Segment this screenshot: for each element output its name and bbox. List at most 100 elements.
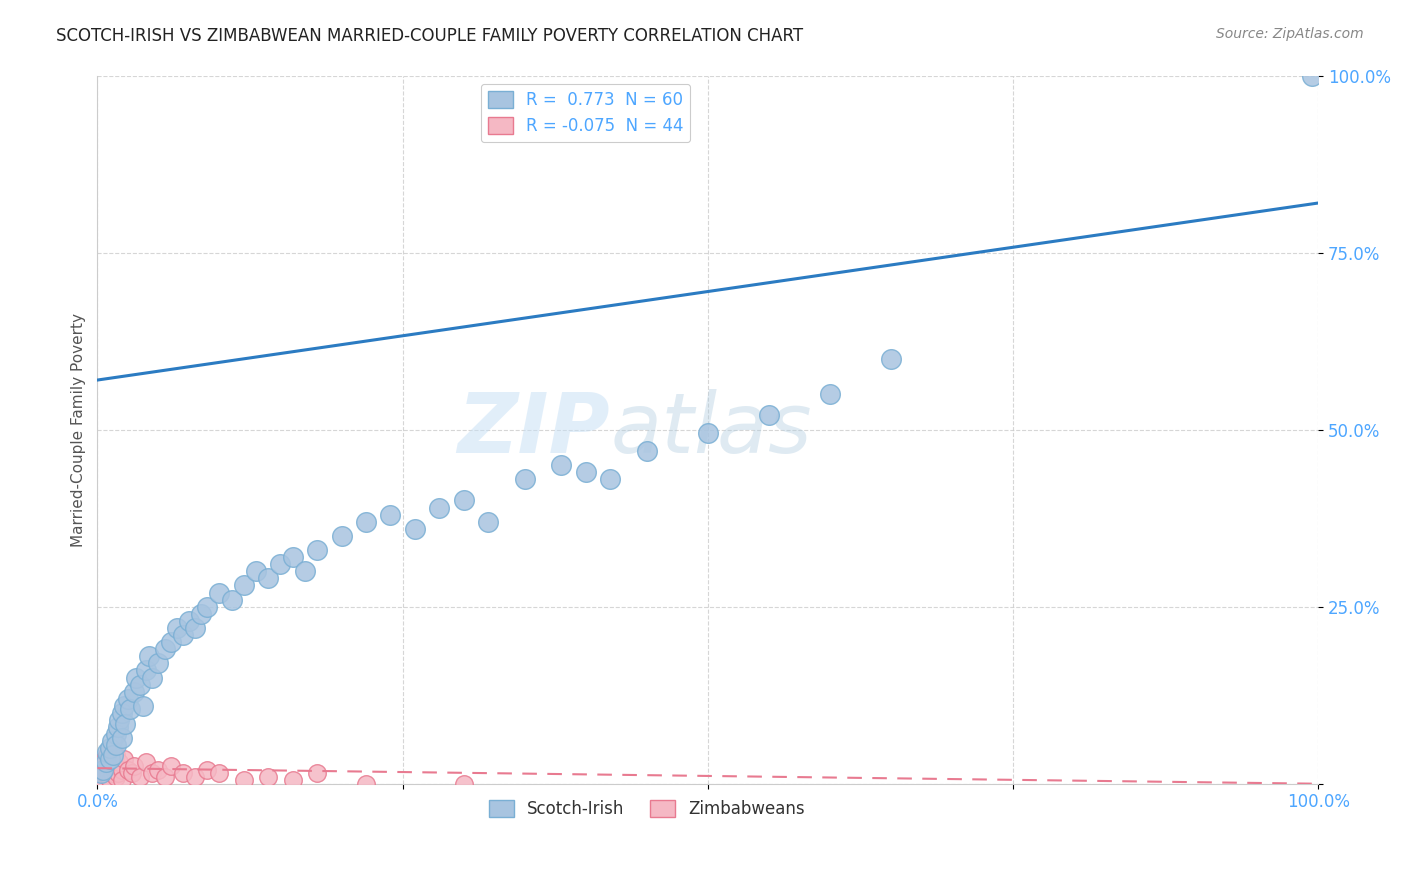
Point [599, 472, 621, 486]
Point [120, 702, 142, 716]
Point [93, 763, 115, 777]
Point [105, 759, 128, 773]
Point [184, 621, 207, 635]
Point [184, 770, 207, 784]
Point [107, 720, 129, 734]
Text: SCOTCH-IRISH VS ZIMBABWEAN MARRIED-COUPLE FAMILY POVERTY CORRELATION CHART: SCOTCH-IRISH VS ZIMBABWEAN MARRIED-COUPL… [56, 27, 803, 45]
Point [141, 766, 163, 780]
Text: Source: ZipAtlas.com: Source: ZipAtlas.com [1216, 27, 1364, 41]
Point [159, 635, 181, 649]
Point [477, 515, 499, 529]
Point [104, 727, 127, 741]
Point [354, 515, 377, 529]
Legend: Scotch-Irish, Zimbabweans: Scotch-Irish, Zimbabweans [482, 794, 811, 825]
Point [111, 706, 134, 720]
Point [112, 752, 135, 766]
Point [114, 716, 136, 731]
Point [91, 763, 114, 777]
Point [103, 748, 125, 763]
Text: ZIP: ZIP [457, 389, 610, 470]
Point [87, 759, 110, 773]
Point [307, 766, 329, 780]
Point [453, 493, 475, 508]
Point [172, 766, 194, 780]
Point [138, 649, 160, 664]
Point [104, 770, 127, 784]
Point [135, 664, 157, 678]
Point [98, 773, 121, 788]
Point [880, 351, 903, 366]
Point [89, 770, 111, 784]
Point [354, 777, 377, 791]
Y-axis label: Married-Couple Family Poverty: Married-Couple Family Poverty [72, 312, 86, 547]
Point [93, 777, 115, 791]
Point [575, 465, 598, 479]
Point [159, 759, 181, 773]
Point [232, 773, 254, 788]
Point [108, 756, 131, 770]
Point [121, 766, 143, 780]
Point [111, 763, 134, 777]
Text: atlas: atlas [610, 389, 811, 470]
Point [103, 763, 125, 777]
Point [148, 657, 170, 671]
Point [177, 614, 200, 628]
Point [103, 752, 125, 766]
Point [94, 766, 117, 780]
Point [294, 564, 316, 578]
Point [404, 522, 426, 536]
Point [513, 472, 536, 486]
Point [104, 738, 127, 752]
Point [98, 752, 121, 766]
Point [141, 671, 163, 685]
Point [148, 763, 170, 777]
Point [108, 713, 131, 727]
Point [125, 671, 148, 685]
Point [104, 748, 127, 763]
Point [221, 592, 243, 607]
Point [135, 756, 157, 770]
Point [1301, 69, 1323, 83]
Point [550, 458, 572, 472]
Point [117, 691, 139, 706]
Point [758, 409, 780, 423]
Point [129, 677, 152, 691]
Point [107, 766, 129, 780]
Point [111, 773, 134, 788]
Point [131, 698, 153, 713]
Point [93, 752, 115, 766]
Point [101, 766, 124, 780]
Point [208, 766, 231, 780]
Point [195, 763, 218, 777]
Point [330, 529, 353, 543]
Point [195, 599, 218, 614]
Point [112, 698, 135, 713]
Point [232, 578, 254, 592]
Point [818, 387, 841, 401]
Point [153, 642, 176, 657]
Point [98, 741, 121, 756]
Point [96, 748, 118, 763]
Point [96, 763, 118, 777]
Point [257, 770, 280, 784]
Point [281, 550, 304, 565]
Point [172, 628, 194, 642]
Point [122, 684, 145, 698]
Point [153, 770, 176, 784]
Point [97, 770, 120, 784]
Point [94, 756, 117, 770]
Point [90, 766, 112, 780]
Point [380, 508, 402, 522]
Point [100, 759, 122, 773]
Point [111, 731, 134, 745]
Point [122, 759, 145, 773]
Point [90, 756, 112, 770]
Point [245, 564, 267, 578]
Point [257, 571, 280, 585]
Point [93, 766, 115, 780]
Point [98, 756, 121, 770]
Point [636, 443, 658, 458]
Point [453, 777, 475, 791]
Point [427, 500, 450, 515]
Point [190, 607, 212, 621]
